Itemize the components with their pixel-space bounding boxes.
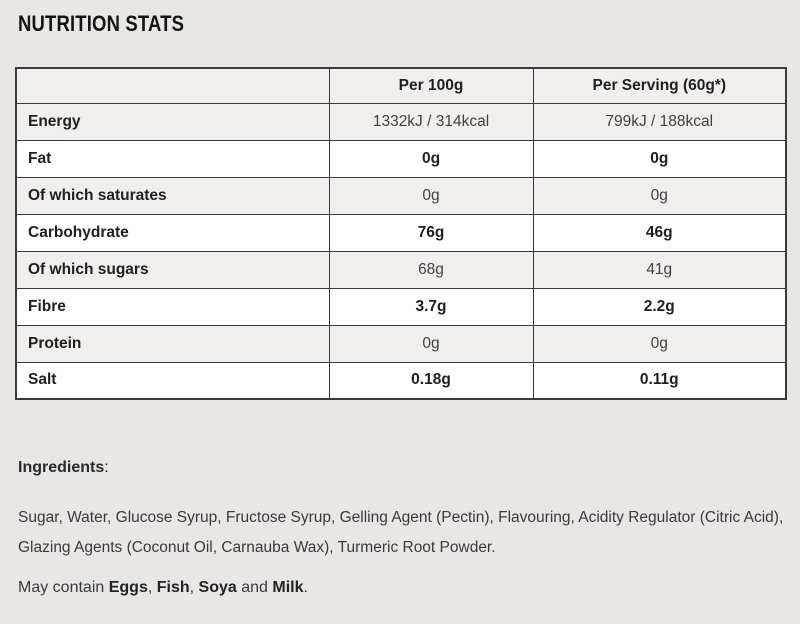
may-contain-line: May contain Eggs, Fish, Soya and Milk.: [18, 579, 785, 597]
may-contain-text: ,: [189, 579, 199, 596]
row-label: Carbohydrate: [15, 213, 330, 252]
value-per-100g: 1332kJ / 314kcal: [328, 102, 534, 141]
value-per-serving: 46g: [532, 213, 787, 252]
nutrition-table-body: Energy 1332kJ / 314kcal 799kJ / 188kcal Fat…: [15, 102, 787, 400]
row-label: Salt: [15, 361, 330, 400]
value-per-serving: 2.2g: [532, 287, 787, 326]
row-label: Fibre: [15, 287, 330, 326]
allergen-name: Eggs: [108, 579, 148, 596]
table-row: Fat 0g 0g: [15, 139, 787, 178]
value-per-100g: 3.7g: [328, 287, 534, 326]
value-per-serving: 0g: [532, 324, 787, 363]
table-row: Of which saturates 0g 0g: [15, 176, 787, 215]
page-title: NUTRITION STATS: [18, 11, 185, 36]
header-per-100g: Per 100g: [328, 67, 534, 104]
table-row: Energy 1332kJ / 314kcal 799kJ / 188kcal: [15, 102, 787, 141]
may-contain-text: .: [303, 579, 308, 596]
value-per-100g: 0g: [328, 139, 534, 178]
ingredients-heading-label: Ingredients: [18, 459, 105, 476]
may-contain-text: ,: [147, 579, 157, 596]
table-row: Of which sugars 68g 41g: [15, 250, 787, 289]
header-row: Per 100g Per Serving (60g*): [15, 67, 787, 104]
value-per-serving: 799kJ / 188kcal: [532, 102, 787, 141]
table-row: Carbohydrate 76g 46g: [15, 213, 787, 252]
nutrition-table-header: Per 100g Per Serving (60g*): [15, 67, 787, 104]
ingredients-section: Ingredients: Sugar, Water, Glucose Syrup…: [18, 459, 785, 597]
value-per-serving: 0g: [532, 176, 787, 215]
table-row: Salt 0.18g 0.11g: [15, 361, 787, 400]
allergen-name: Milk: [272, 579, 304, 596]
value-per-100g: 68g: [328, 250, 534, 289]
table-row: Protein 0g 0g: [15, 324, 787, 363]
header-blank-cell: [15, 67, 330, 104]
ingredients-heading: Ingredients:: [18, 459, 785, 477]
value-per-serving: 0.11g: [532, 361, 787, 400]
header-per-serving: Per Serving (60g*): [532, 67, 787, 104]
nutrition-page: NUTRITION STATS Per 100g Per Serving (60…: [15, 11, 787, 597]
value-per-serving: 0g: [532, 139, 787, 178]
row-label: Of which saturates: [15, 176, 330, 215]
table-row: Fibre 3.7g 2.2g: [15, 287, 787, 326]
value-per-100g: 0g: [328, 176, 534, 215]
ingredients-heading-colon: :: [104, 459, 109, 476]
allergen-name: Soya: [198, 579, 237, 596]
row-label: Energy: [15, 102, 330, 141]
nutrition-table: Per 100g Per Serving (60g*) Energy 1332kJ…: [15, 67, 787, 400]
allergen-name: Fish: [156, 579, 190, 596]
value-per-100g: 0.18g: [328, 361, 534, 400]
row-label: Protein: [15, 324, 330, 363]
row-label: Of which sugars: [15, 250, 330, 289]
value-per-100g: 0g: [328, 324, 534, 363]
value-per-serving: 41g: [532, 250, 787, 289]
may-contain-text: May contain: [18, 579, 109, 596]
may-contain-text: and: [236, 579, 273, 596]
value-per-100g: 76g: [328, 213, 534, 252]
ingredients-text: Sugar, Water, Glucose Syrup, Fructose Sy…: [18, 509, 784, 556]
row-label: Fat: [15, 139, 330, 178]
